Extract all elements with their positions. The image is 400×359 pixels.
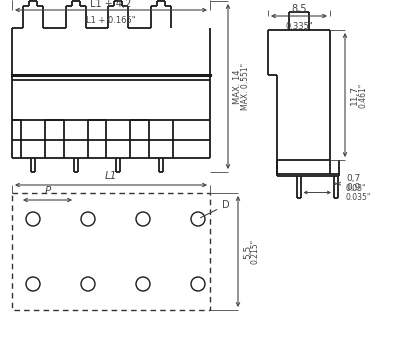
Text: 0.035": 0.035"	[346, 193, 371, 202]
Text: L1: L1	[105, 171, 117, 181]
Text: 0.215": 0.215"	[251, 239, 260, 264]
Text: 11,7: 11,7	[350, 85, 359, 105]
Text: D: D	[200, 200, 230, 218]
Text: 0,9: 0,9	[346, 183, 360, 192]
Text: L1 + 4,2: L1 + 4,2	[90, 0, 132, 9]
Text: 0,7: 0,7	[346, 174, 360, 183]
Text: MAX. 0.551": MAX. 0.551"	[241, 63, 250, 110]
Text: 0.461": 0.461"	[358, 82, 367, 108]
Text: 0.335": 0.335"	[285, 22, 313, 31]
Text: 8,5: 8,5	[291, 4, 307, 14]
Text: L1 + 0.165": L1 + 0.165"	[86, 16, 136, 25]
Text: P: P	[44, 186, 51, 196]
Text: MAX. 14: MAX. 14	[233, 69, 242, 104]
Text: 0.03": 0.03"	[346, 184, 366, 193]
Text: 5,5: 5,5	[243, 244, 252, 258]
